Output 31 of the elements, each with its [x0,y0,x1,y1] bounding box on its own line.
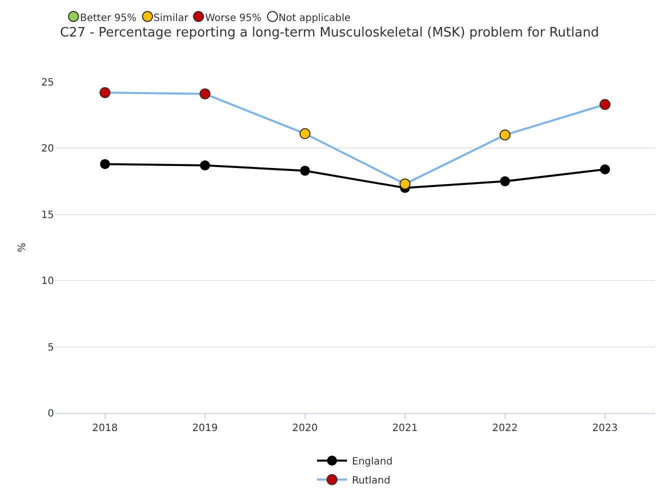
point [600,164,610,174]
y-tick-label: 5 [48,342,54,354]
text: Similar [154,13,188,24]
text: Better 95% [80,13,137,24]
point [200,160,210,170]
x-tick-label: 2023 [592,423,618,434]
y-tick-label: 0 [48,408,54,420]
y-tick-label: 15 [41,210,54,221]
point [200,88,210,100]
y-axis-title: % [17,242,28,252]
legend-label: Rutland [352,476,390,486]
y-tick-label: 20 [41,144,54,155]
x-tick-label: 2020 [292,423,318,434]
x-tick-label: 2018 [92,423,118,434]
point [100,159,110,170]
text: Not applicable [278,13,350,24]
x-tick-label: 2019 [192,423,218,434]
chart-title: C27 - Percentage reporting a long-term Musculoskeletal (MSK) problem for Rutland [60,25,600,40]
point [100,87,110,98]
x-tick-label: 2021 [392,423,418,434]
x-tick-label: 2022 [492,423,518,434]
y-tick-label: 25 [41,78,54,88]
point [300,166,310,176]
point [600,99,610,110]
point [300,128,310,140]
y-tick-label: 10 [41,276,54,288]
point [400,178,410,190]
point [500,129,510,140]
point [500,176,510,186]
text: Worse 95% [205,13,262,24]
legend-label: England [352,456,393,468]
